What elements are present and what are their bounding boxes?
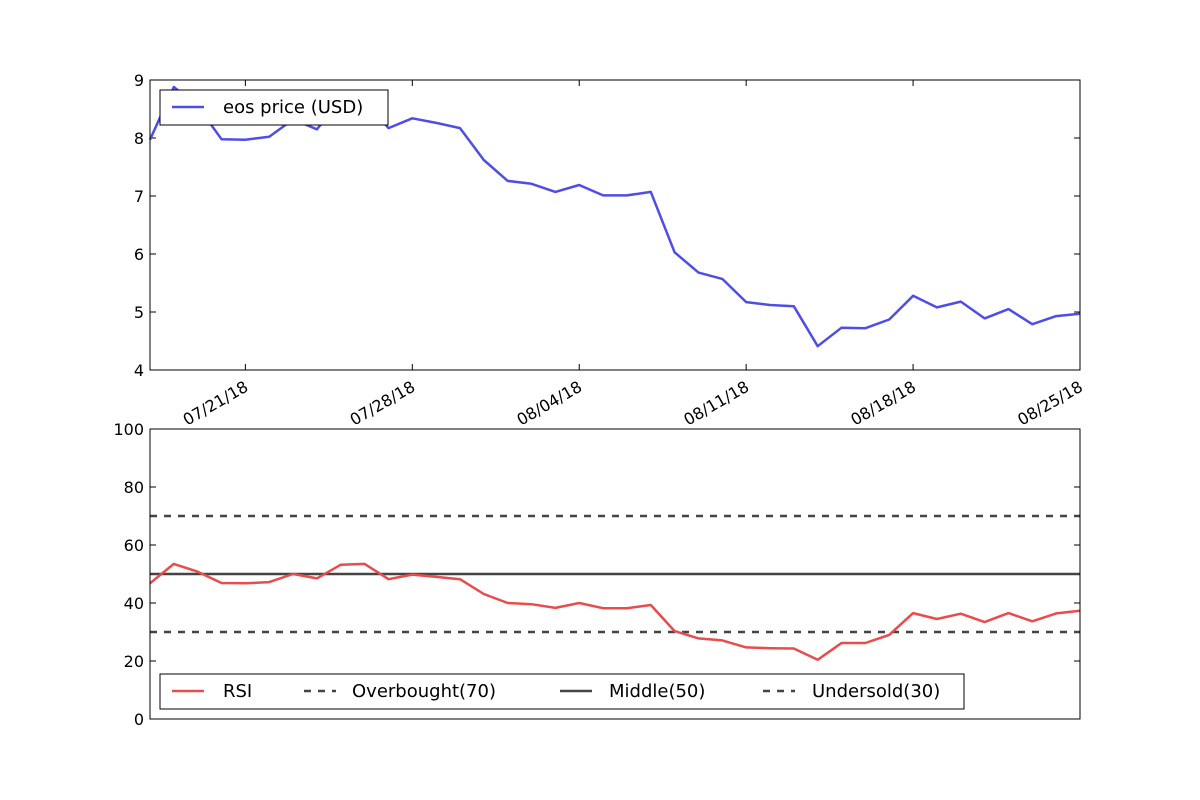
undersold-legend-label: Undersold(30): [812, 681, 940, 702]
price-y-tick-label: 9: [134, 71, 144, 90]
overbought-legend-label: Overbought(70): [352, 681, 496, 702]
rsi-panel: 0 20 40 60 80 100 RSI Overbought(70) Middle(5…: [113, 420, 1081, 729]
price-y-tick-label: 4: [134, 361, 144, 380]
rsi-y-tick-label: 0: [134, 710, 144, 729]
rsi-legend: RSI Overbought(70) Middle(50) Undersold(…: [159, 673, 965, 710]
price-y-tick-label: 7: [134, 187, 144, 206]
middle-legend-label: Middle(50): [609, 681, 705, 702]
price-plot-frame: [149, 79, 1081, 371]
price-y-tick-label: 8: [134, 129, 144, 148]
price-y-tick-label: 5: [134, 303, 144, 322]
price-legend: eos price (USD): [159, 89, 389, 126]
rsi-reference-lines: [150, 514, 1080, 634]
rsi-legend-label: RSI: [223, 681, 252, 702]
rsi-y-tick-label: 60: [124, 536, 144, 555]
rsi-y-tick-label: 100: [113, 420, 144, 439]
price-y-tick-label: 6: [134, 245, 144, 264]
rsi-series-group: [149, 562, 1081, 662]
price-legend-label: eos price (USD): [223, 97, 363, 118]
rsi-y-tick-label: 20: [124, 652, 144, 671]
rsi-y-tick-label: 40: [124, 594, 144, 613]
rsi-y-tick-label: 80: [124, 478, 144, 497]
rsi-plot-frame: [149, 428, 1081, 720]
rsi-series-line: [149, 562, 1081, 662]
